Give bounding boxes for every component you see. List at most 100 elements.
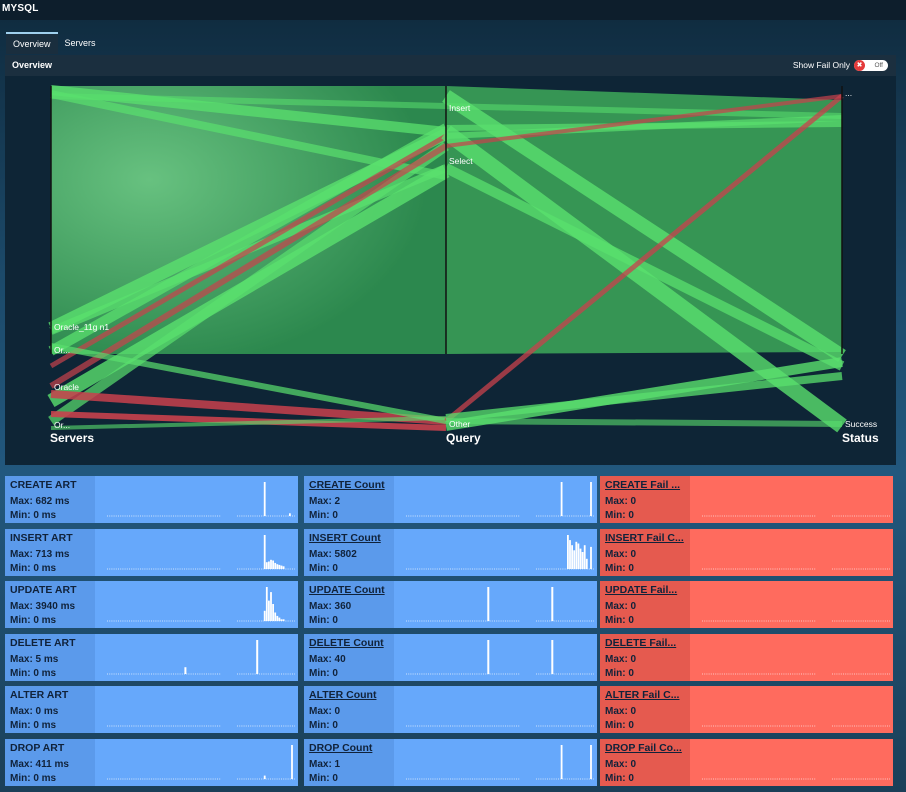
sparkline [702, 778, 890, 779]
success-flow-line [48, 123, 449, 356]
card-label-area [600, 476, 690, 523]
panel-header: Overview Show Fail Only ✖ Off [5, 55, 896, 76]
sparkline-bar [282, 565, 285, 569]
metric-row: INSERT ART Max: 713 ms Min: 0 ms INSERT Cou… [5, 528, 896, 576]
fail-card: DELETE Fail... Max: 0 Min: 0 [600, 633, 893, 681]
fail-card: DROP Fail Co... Max: 0 Min: 0 [600, 738, 893, 786]
card-label-area [5, 738, 95, 786]
card-label-area [304, 686, 394, 733]
card-title: UPDATE ART [10, 584, 77, 596]
sparkline-bar [567, 534, 569, 569]
tick-success: Success [845, 419, 877, 429]
toggle-state: Off [874, 62, 883, 69]
sparkline [406, 744, 594, 779]
sparkline [107, 534, 295, 569]
success-flow-line [50, 343, 447, 424]
card-title[interactable]: UPDATE Fail... [605, 584, 678, 596]
sparkline [406, 587, 594, 622]
card-title: CREATE ART [10, 479, 77, 491]
card-label-area [304, 581, 394, 628]
card-min: Min: 0 [309, 772, 338, 784]
fail-only-toggle[interactable]: ✖ Off [854, 60, 888, 71]
card-title[interactable]: CREATE Fail ... [605, 479, 681, 491]
card-title[interactable]: INSERT Fail C... [605, 531, 684, 544]
sparkline-bar [278, 564, 281, 569]
sparkline [406, 534, 594, 569]
card-max: Max: 682 ms [10, 496, 70, 507]
success-flow-line [445, 357, 843, 431]
sparkline [406, 725, 594, 727]
card-title: DROP ART [10, 741, 65, 754]
panel-title: Overview [12, 60, 53, 70]
card-max: Max: 0 [605, 496, 637, 507]
sparkline-bar [263, 482, 266, 516]
sparkline-bar [289, 513, 291, 516]
sparkline-bar [583, 544, 586, 569]
card-title[interactable]: UPDATE Count [309, 584, 385, 596]
count-card: ALTER Count Max: 0 Min: 0 [304, 686, 597, 733]
axis-title-query: Query [446, 431, 481, 445]
card-title[interactable]: DELETE Fail... [605, 636, 677, 649]
card-max: Max: 0 [605, 601, 637, 612]
show-fail-only: Show Fail Only ✖ Off [793, 55, 888, 76]
sparkline [702, 515, 890, 517]
sparkline-bar [579, 548, 582, 569]
sparkline-bar [560, 744, 563, 779]
sparkline-bar [184, 666, 187, 674]
card-max: Max: 5 ms [10, 653, 59, 665]
metric-row: CREATE ART Max: 682 ms Min: 0 ms CREATE Cou… [5, 476, 896, 523]
count-card: DROP Count Max: 1 Min: 0 [304, 738, 597, 786]
sparkline-bar [581, 551, 584, 569]
tick-or-1: Or... [54, 345, 70, 355]
parallel-coordinates-chart: Oracle_11g n1 Or... Oracle Or... Insert … [47, 85, 879, 445]
card-min: Min: 0 [309, 615, 338, 626]
card-title[interactable]: DROP Fail Co... [605, 741, 682, 754]
card-max: Max: 40 [309, 653, 346, 665]
card-min: Min: 0 [309, 510, 338, 521]
sparkline [107, 744, 295, 779]
card-title[interactable]: DELETE Count [309, 636, 384, 649]
fail-flow-line [50, 390, 447, 425]
card-title[interactable]: ALTER Count [309, 689, 377, 701]
sparkline-bar [268, 600, 270, 621]
art-card: DROP ART Max: 411 ms Min: 0 ms [5, 738, 298, 786]
count-card: CREATE Count Max: 2 Min: 0 [304, 476, 597, 523]
card-min: Min: 0 ms [10, 615, 57, 626]
sparkline-bar [571, 544, 573, 569]
sparkline [702, 725, 890, 727]
art-card: ALTER ART Max: 0 ms Min: 0 ms [5, 686, 298, 733]
card-title[interactable]: ALTER Fail C... [605, 689, 680, 701]
sparkline [702, 620, 890, 622]
card-title[interactable]: CREATE Count [309, 479, 385, 491]
sparkline-bar [291, 744, 293, 779]
card-max: Max: 3940 ms [10, 601, 76, 612]
art-card: CREATE ART Max: 682 ms Min: 0 ms [5, 476, 298, 523]
card-min: Min: 0 [605, 720, 634, 731]
sparkline-bar [280, 619, 283, 621]
art-card: DELETE ART Max: 5 ms Min: 0 ms [5, 633, 298, 681]
card-title[interactable]: INSERT Count [309, 531, 381, 544]
card-min: Min: 0 ms [10, 667, 57, 679]
sparkline-bar [263, 775, 266, 779]
card-title: DELETE ART [10, 636, 76, 649]
fail-flow-line [444, 94, 844, 423]
sparkline-bar [265, 561, 268, 569]
tab-servers[interactable]: Servers [64, 38, 96, 48]
fail-card: ALTER Fail C... Max: 0 Min: 0 [600, 686, 893, 733]
sparkline-bar [274, 562, 277, 569]
sparkline-bar [270, 559, 272, 569]
sparkline-bar [573, 549, 576, 569]
card-title: INSERT ART [10, 531, 73, 544]
card-min: Min: 0 [309, 562, 338, 574]
card-min: Min: 0 ms [10, 562, 57, 574]
app-titlebar: MYSQL [0, 0, 906, 20]
tab-overview[interactable]: Overview [6, 32, 58, 54]
sparkline [107, 482, 295, 517]
card-min: Min: 0 ms [10, 510, 57, 521]
sparkline-bar [551, 587, 554, 621]
card-label-area [304, 476, 394, 523]
card-min: Min: 0 [605, 772, 634, 784]
sparkline-bar [487, 639, 490, 674]
card-label-area [5, 581, 95, 628]
card-title[interactable]: DROP Count [309, 741, 373, 754]
